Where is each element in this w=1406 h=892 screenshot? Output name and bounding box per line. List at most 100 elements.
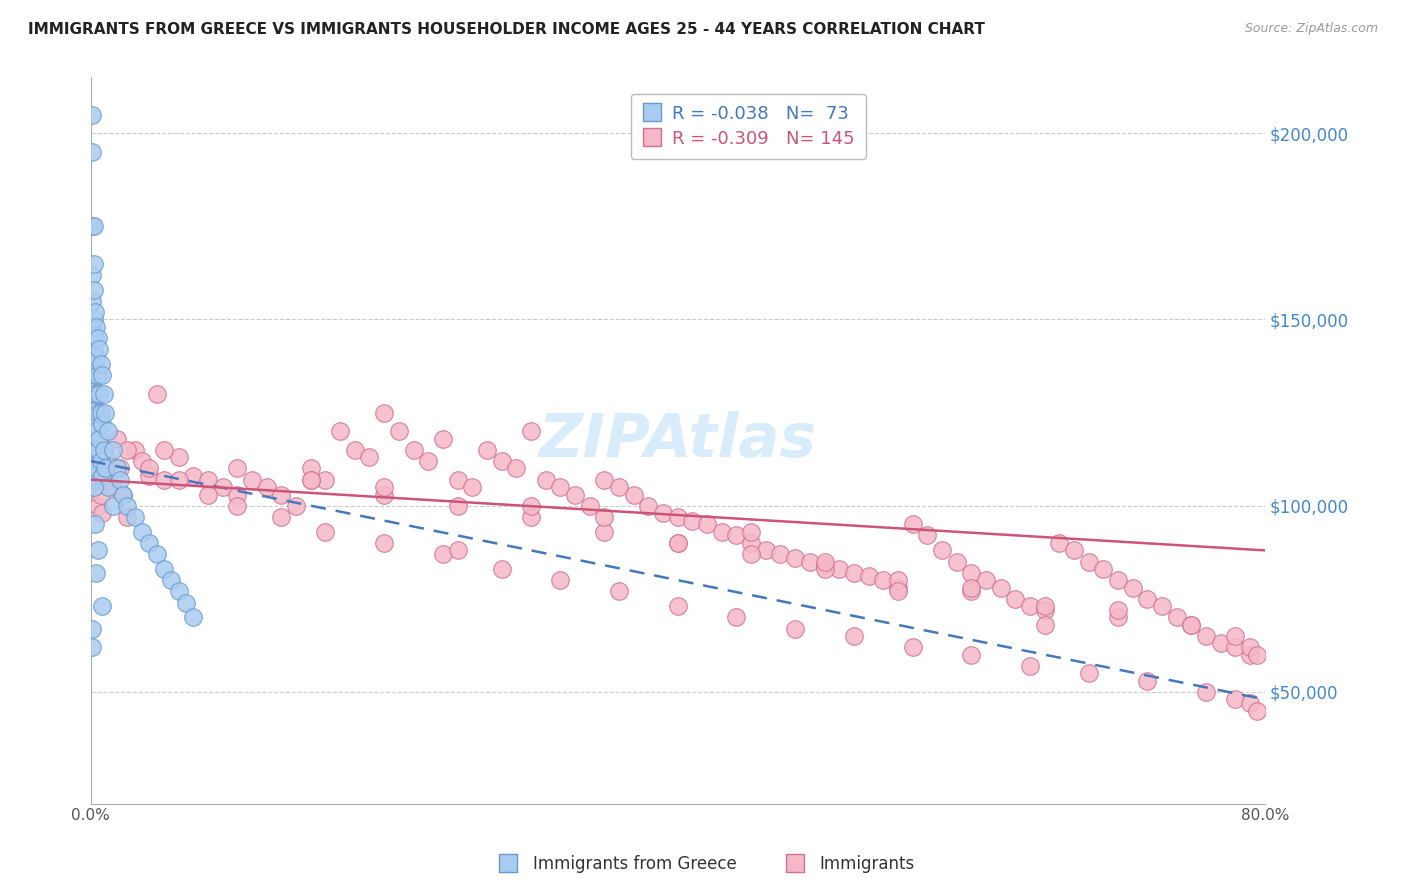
Point (93, 442, 115, 457)
Point (710, 524, 733, 539)
Point (90, 357, 112, 371)
Point (84, 517, 107, 532)
Point (475, 442, 498, 457)
Point (145, 387, 167, 401)
Point (461, 480, 484, 494)
Point (901, 640, 924, 655)
Point (80, 293, 103, 308)
Point (373, 487, 395, 501)
Point (799, 555, 821, 569)
Point (108, 461, 131, 475)
Point (138, 461, 160, 475)
Point (86, 469, 108, 483)
Point (1225, 640, 1247, 655)
Point (1195, 685, 1218, 699)
Point (623, 487, 645, 501)
Point (314, 524, 336, 539)
Point (108, 473, 131, 487)
Point (153, 562, 176, 576)
Point (80, 108, 103, 122)
Point (1077, 666, 1099, 681)
Point (80, 268, 103, 282)
Point (740, 547, 762, 561)
Point (432, 432, 454, 446)
Point (153, 442, 176, 457)
Point (153, 473, 176, 487)
Point (226, 461, 249, 475)
Point (1019, 658, 1042, 673)
Point (696, 517, 718, 532)
Point (86, 566, 108, 580)
Point (138, 469, 160, 483)
Text: IMMIGRANTS FROM GREECE VS IMMIGRANTS HOUSEHOLDER INCOME AGES 25 - 44 YEARS CORRE: IMMIGRANTS FROM GREECE VS IMMIGRANTS HOU… (28, 22, 986, 37)
Point (666, 509, 689, 524)
Point (94, 473, 117, 487)
Point (373, 480, 395, 494)
Point (86, 424, 108, 438)
Point (89, 473, 111, 487)
Point (87, 442, 110, 457)
Point (359, 450, 381, 465)
Point (87, 331, 110, 345)
Point (80, 640, 103, 655)
Point (138, 536, 160, 550)
Point (84, 357, 107, 371)
Point (87, 499, 110, 513)
Point (915, 528, 938, 542)
Point (769, 547, 792, 561)
Point (80, 350, 103, 364)
Point (83, 480, 105, 494)
Point (314, 473, 336, 487)
Point (117, 499, 139, 513)
Point (84, 442, 107, 457)
Legend: R = -0.038   N=  73, R = -0.309   N= 145: R = -0.038 N= 73, R = -0.309 N= 145 (631, 94, 866, 159)
Point (111, 487, 134, 501)
Point (666, 536, 689, 550)
Point (1180, 618, 1202, 632)
Point (83, 219, 105, 234)
Point (1152, 599, 1174, 614)
Point (1077, 555, 1099, 569)
Point (637, 499, 659, 513)
Point (432, 547, 454, 561)
Point (446, 473, 468, 487)
Point (1107, 603, 1129, 617)
Point (183, 610, 205, 624)
Point (725, 610, 748, 624)
Point (887, 581, 910, 595)
Point (520, 424, 543, 438)
Point (887, 584, 910, 599)
Point (446, 543, 468, 558)
Point (299, 461, 322, 475)
Point (80, 394, 103, 409)
Point (160, 573, 183, 587)
Point (83, 424, 105, 438)
Point (842, 566, 865, 580)
Point (87, 368, 110, 383)
Point (124, 442, 146, 457)
Point (117, 442, 139, 457)
Text: ZIPAtlas: ZIPAtlas (538, 411, 817, 470)
Point (94, 461, 117, 475)
Point (101, 480, 124, 494)
Point (520, 499, 543, 513)
Point (111, 487, 134, 501)
Point (960, 566, 983, 580)
Point (872, 573, 894, 587)
Point (1166, 610, 1188, 624)
Point (80, 219, 103, 234)
Point (725, 528, 748, 542)
Point (83, 473, 105, 487)
Point (91, 368, 114, 383)
Point (1004, 591, 1026, 606)
Point (388, 424, 411, 438)
Point (1195, 629, 1218, 643)
Point (84, 469, 107, 483)
Point (91, 469, 114, 483)
Point (86, 387, 108, 401)
Point (593, 509, 616, 524)
Point (343, 442, 366, 457)
Point (211, 480, 233, 494)
Point (593, 473, 616, 487)
Point (1239, 696, 1261, 710)
